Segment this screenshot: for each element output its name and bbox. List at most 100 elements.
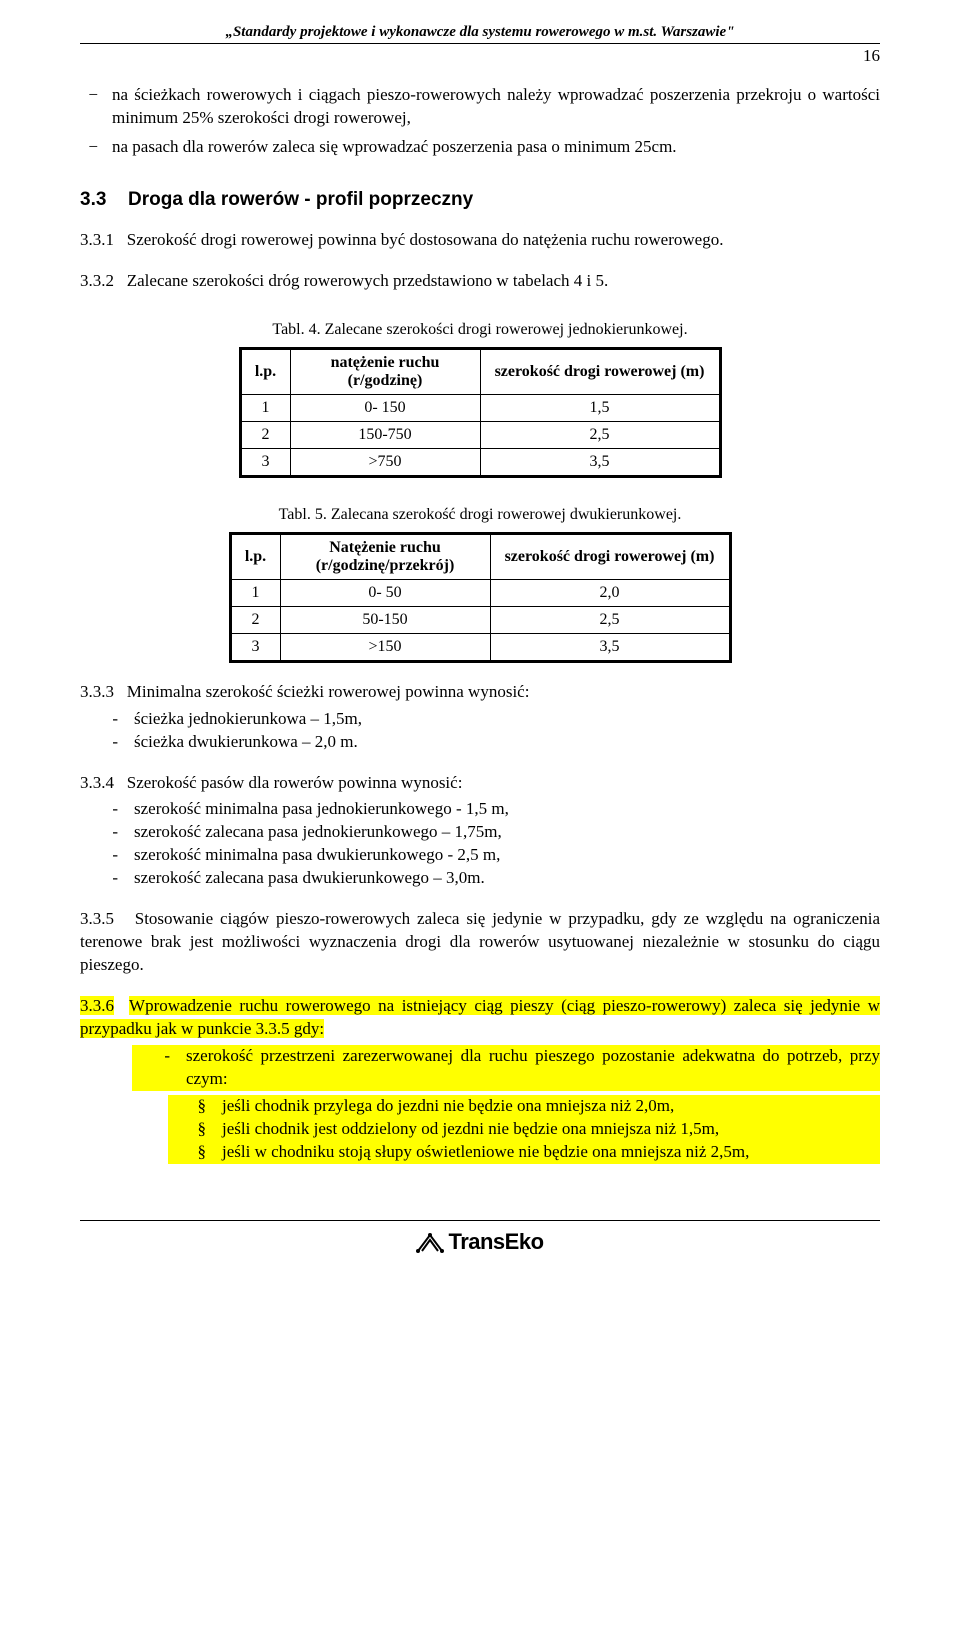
list-item: §jeśli chodnik jest oddzielony od jezdni…	[168, 1118, 880, 1141]
table-header: Natężenie ruchu (r/godzinę/przekrój)	[280, 533, 490, 579]
table-cell: 1,5	[480, 394, 720, 421]
para-num: 3.3.3	[80, 682, 114, 701]
list-333: -ścieżka jednokierunkowa – 1,5m, -ścieżk…	[80, 708, 880, 754]
hyphen-marker: -	[80, 731, 134, 754]
list-item: -szerokość zalecana pasa dwukierunkowego…	[80, 867, 880, 890]
footer-logo: TransEko	[80, 1229, 880, 1255]
section-num: 3.3	[80, 189, 128, 211]
section-marker: §	[168, 1095, 222, 1118]
table5-caption: Tabl. 5. Zalecana szerokość drogi rowero…	[80, 506, 880, 524]
table-header-row: l.p. natężenie ruchu (r/godzinę) szeroko…	[240, 348, 720, 394]
list-item: − na pasach dla rowerów zaleca się wprow…	[80, 136, 880, 159]
list-334: -szerokość minimalna pasa jednokierunkow…	[80, 798, 880, 890]
para-lead: Wprowadzenie ruchu rowerowego na istniej…	[80, 996, 880, 1038]
paragraph-335: 3.3.5 Stosowanie ciągów pieszo-rowerowyc…	[80, 908, 880, 977]
list-text: jeśli chodnik jest oddzielony od jezdni …	[222, 1118, 880, 1141]
list-text: szerokość minimalna pasa jednokierunkowe…	[134, 798, 880, 821]
table-header: natężenie ruchu (r/godzinę)	[290, 348, 480, 394]
list-text: jeśli chodnik przylega do jezdni nie będ…	[222, 1095, 880, 1118]
table-cell: 3	[240, 448, 290, 476]
list-text: ścieżka dwukierunkowa – 2,0 m.	[134, 731, 880, 754]
hyphen-marker: -	[80, 708, 134, 731]
para-text: Stosowanie ciągów pieszo-rowerowych zale…	[80, 909, 880, 974]
table-cell: >150	[280, 633, 490, 661]
list-item: §jeśli w chodniku stoją słupy oświetleni…	[168, 1141, 880, 1164]
para-num: 3.3.5	[80, 909, 114, 928]
para-text: Szerokość drogi rowerowej powinna być do…	[127, 230, 724, 249]
table-cell: 0- 50	[280, 579, 490, 606]
para-num: 3.3.2	[80, 271, 114, 290]
para-lead: Minimalna szerokość ścieżki rowerowej po…	[127, 682, 530, 701]
table-cell: 3,5	[490, 633, 730, 661]
list-text: na ścieżkach rowerowych i ciągach pieszo…	[112, 84, 880, 130]
list-item: -szerokość zalecana pasa jednokierunkowe…	[80, 821, 880, 844]
paragraph-332: 3.3.2 Zalecane szerokości dróg rowerowyc…	[80, 270, 880, 293]
list-item: -ścieżka dwukierunkowa – 2,0 m.	[80, 731, 880, 754]
para-num: 3.3.4	[80, 773, 114, 792]
paragraph-331: 3.3.1 Szerokość drogi rowerowej powinna …	[80, 229, 880, 252]
table-row: 1 0- 150 1,5	[240, 394, 720, 421]
table-row: 2 50-150 2,5	[230, 606, 730, 633]
hyphen-marker: -	[80, 867, 134, 890]
paragraph-333: 3.3.3 Minimalna szerokość ścieżki rowero…	[80, 681, 880, 704]
list-336: - szerokość przestrzeni zarezerwowanej d…	[132, 1045, 880, 1091]
section-title: Droga dla rowerów - profil poprzeczny	[128, 189, 473, 211]
table-cell: 50-150	[280, 606, 490, 633]
table-header: l.p.	[230, 533, 280, 579]
hyphen-marker: -	[80, 821, 134, 844]
page-number: 16	[863, 46, 880, 66]
hyphen-marker: -	[132, 1045, 186, 1091]
list-item: §jeśli chodnik przylega do jezdni nie bę…	[168, 1095, 880, 1118]
list-336-nested: §jeśli chodnik przylega do jezdni nie bę…	[168, 1095, 880, 1164]
header-rule	[80, 43, 880, 44]
para-lead: Szerokość pasów dla rowerów powinna wyno…	[127, 773, 463, 792]
table-cell: 150-750	[290, 421, 480, 448]
table-header-row: l.p. Natężenie ruchu (r/godzinę/przekrój…	[230, 533, 730, 579]
table-cell: 2,5	[480, 421, 720, 448]
section-marker: §	[168, 1141, 222, 1164]
paragraph-336: 3.3.6 Wprowadzenie ruchu rowerowego na i…	[80, 995, 880, 1041]
footer-rule	[80, 1220, 880, 1221]
section-heading: 3.3 Droga dla rowerów - profil poprzeczn…	[80, 189, 880, 211]
table-header: szerokość drogi rowerowej (m)	[480, 348, 720, 394]
dash-marker: −	[80, 136, 112, 159]
table-cell: 1	[240, 394, 290, 421]
table-cell: 2	[230, 606, 280, 633]
table-header: l.p.	[240, 348, 290, 394]
paragraph-334: 3.3.4 Szerokość pasów dla rowerów powinn…	[80, 772, 880, 795]
dash-marker: −	[80, 84, 112, 130]
page-header: „Standardy projektowe i wykonawcze dla s…	[80, 24, 880, 44]
table5: l.p. Natężenie ruchu (r/godzinę/przekrój…	[229, 532, 732, 663]
para-text: Zalecane szerokości dróg rowerowych prze…	[127, 271, 608, 290]
table-row: 3 >750 3,5	[240, 448, 720, 476]
list-text: jeśli w chodniku stoją słupy oświetlenio…	[222, 1141, 880, 1164]
header-title: „Standardy projektowe i wykonawcze dla s…	[80, 24, 880, 41]
table-row: 1 0- 50 2,0	[230, 579, 730, 606]
table-cell: 3	[230, 633, 280, 661]
list-item: − na ścieżkach rowerowych i ciągach pies…	[80, 84, 880, 130]
para-num: 3.3.6	[80, 996, 114, 1015]
logo-icon	[416, 1231, 444, 1253]
table-cell: 3,5	[480, 448, 720, 476]
intro-list: − na ścieżkach rowerowych i ciągach pies…	[80, 84, 880, 159]
table-cell: 2	[240, 421, 290, 448]
list-text: szerokość zalecana pasa jednokierunkoweg…	[134, 821, 880, 844]
table-header: szerokość drogi rowerowej (m)	[490, 533, 730, 579]
list-item: -ścieżka jednokierunkowa – 1,5m,	[80, 708, 880, 731]
list-item: -szerokość minimalna pasa jednokierunkow…	[80, 798, 880, 821]
list-item: - szerokość przestrzeni zarezerwowanej d…	[132, 1045, 880, 1091]
table-cell: 0- 150	[290, 394, 480, 421]
hyphen-marker: -	[80, 798, 134, 821]
table-cell: 2,0	[490, 579, 730, 606]
table4: l.p. natężenie ruchu (r/godzinę) szeroko…	[239, 347, 722, 478]
hyphen-marker: -	[80, 844, 134, 867]
page-footer: TransEko	[80, 1220, 880, 1255]
table-cell: >750	[290, 448, 480, 476]
section-marker: §	[168, 1118, 222, 1141]
table-row: 2 150-750 2,5	[240, 421, 720, 448]
table-cell: 1	[230, 579, 280, 606]
list-text: szerokość zalecana pasa dwukierunkowego …	[134, 867, 880, 890]
footer-brand: TransEko	[448, 1229, 543, 1255]
table-row: 3 >150 3,5	[230, 633, 730, 661]
list-text: szerokość minimalna pasa dwukierunkowego…	[134, 844, 880, 867]
